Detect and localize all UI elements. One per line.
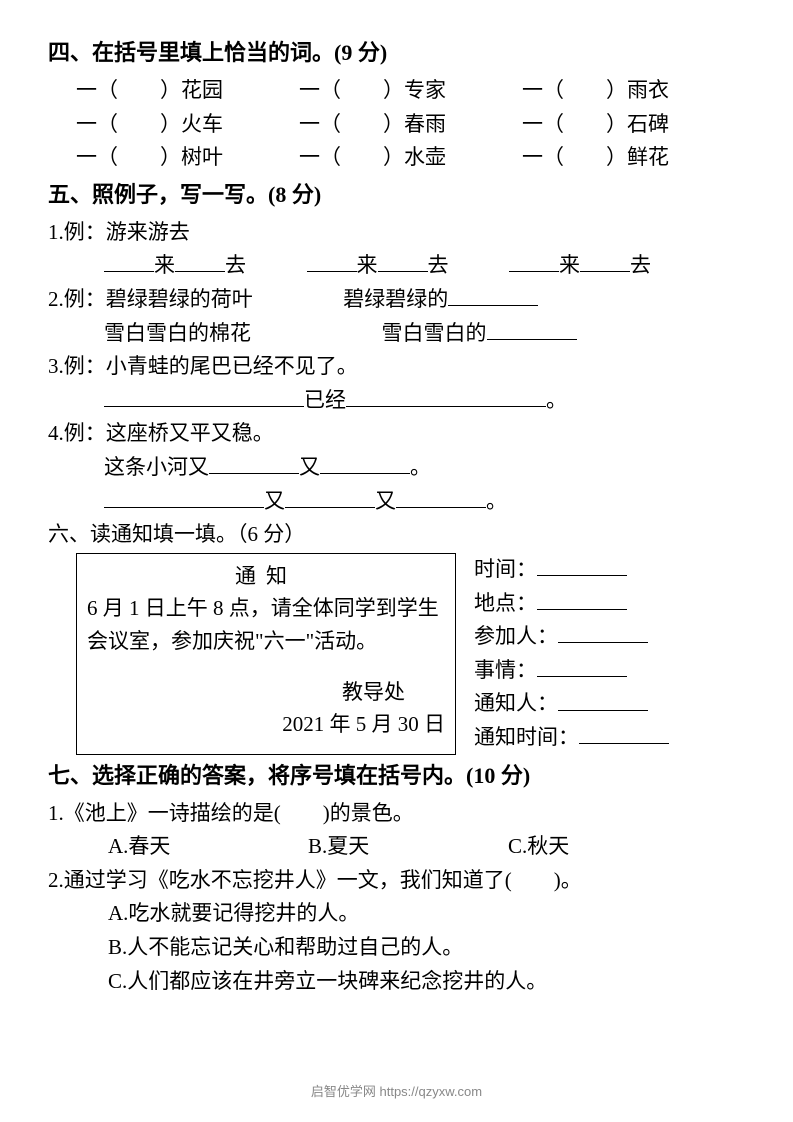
s7-q1-choices: A.春天 B.夏天 C.秋天 (48, 830, 745, 863)
s6-wrap: 通知 6 月 1 日上午 8 点，请全体同学到学生 会议室，参加庆祝"六一"活动… (48, 553, 745, 755)
s5-q1: 1.例：游来游去 (48, 216, 745, 249)
notice-box: 通知 6 月 1 日上午 8 点，请全体同学到学生 会议室，参加庆祝"六一"活动… (76, 553, 456, 755)
txt: 2.例：碧绿碧绿的荷叶 (48, 287, 253, 311)
field: 时间： (474, 557, 537, 581)
s4-w: 石碑 (627, 112, 669, 136)
txt: 2.通过学习《吃水不忘挖井人》一文，我们知道了( (48, 868, 512, 892)
section-5-title: 五、照例子，写一写。(8 分) (48, 178, 745, 212)
s4-w: 火车 (181, 112, 223, 136)
s7-q2-c: C.人们都应该在井旁立一块碑来纪念挖井的人。 (48, 965, 745, 998)
section-7-title: 七、选择正确的答案，将序号填在括号内。(10 分) (48, 759, 745, 793)
s5-q2: 2.例：碧绿碧绿的荷叶 碧绿碧绿的 (48, 283, 745, 316)
choice: A.春天 (108, 830, 308, 863)
s4-row-2: 一（ ）火车 一（ ）春雨 一（ ）石碑 (48, 108, 745, 141)
s5-q4-line2: 又又。 (48, 485, 745, 518)
txt: 已经 (304, 388, 346, 412)
txt: 来 (357, 253, 378, 277)
notice-date: 2021 年 5 月 30 日 (87, 708, 445, 741)
s5-q3: 3.例：小青蛙的尾巴已经不见了。 (48, 350, 745, 383)
s7-q2-b: B.人不能忘记关心和帮助过自己的人。 (48, 931, 745, 964)
field: 事情： (474, 658, 537, 682)
notice-fields: 时间： 地点： 参加人： 事情： 通知人： 通知时间： (474, 553, 745, 755)
s4-w: 树叶 (181, 145, 223, 169)
s4-w: 春雨 (404, 112, 446, 136)
txt: )的景色。 (323, 801, 414, 825)
section-6-title: 六、读通知填一填。（6 分） (48, 518, 745, 551)
s5-q1-blanks: 来去 来去 来去 (48, 249, 745, 282)
txt: 去 (630, 253, 651, 277)
s5-q2-line2: 雪白雪白的棉花 雪白雪白的 (48, 317, 745, 350)
txt: 碧绿碧绿的 (343, 287, 448, 311)
s7-q2: 2.通过学习《吃水不忘挖井人》一文，我们知道了( )。 (48, 864, 745, 897)
footer: 启智优学网 https://qzyxw.com (0, 1082, 793, 1102)
section-4-title: 四、在括号里填上恰当的词。(9 分) (48, 36, 745, 70)
choice: B.夏天 (308, 830, 508, 863)
txt: 雪白雪白的棉花 (104, 321, 251, 345)
field: 通知人： (474, 692, 558, 716)
s4-w: 专家 (404, 78, 446, 102)
s4-w: 雨衣 (627, 78, 669, 102)
notice-body2: 会议室，参加庆祝"六一"活动。 (87, 625, 445, 658)
txt: )。 (554, 868, 582, 892)
s7-q1: 1.《池上》一诗描绘的是( )的景色。 (48, 797, 745, 830)
txt: 来 (559, 253, 580, 277)
s4-w: 花园 (181, 78, 223, 102)
s7-q2-a: A.吃水就要记得挖井的人。 (48, 897, 745, 930)
txt: 又 (375, 489, 396, 513)
txt: 雪白雪白的 (382, 321, 487, 345)
notice-sig: 教导处 (87, 676, 445, 709)
txt: 去 (428, 253, 449, 277)
txt: 去 (225, 253, 246, 277)
txt: 又 (299, 455, 320, 479)
s4-w: 水壶 (404, 145, 446, 169)
field: 通知时间： (474, 725, 579, 749)
s5-q3-blank: 已经。 (48, 384, 745, 417)
s4-row-1: 一（ ）花园 一（ ）专家 一（ ）雨衣 (48, 74, 745, 107)
field: 地点： (474, 591, 537, 615)
s5-q4: 4.例：这座桥又平又稳。 (48, 417, 745, 450)
field: 参加人： (474, 624, 558, 648)
notice-title: 通知 (87, 560, 445, 593)
s4-row-3: 一（ ）树叶 一（ ）水壶 一（ ）鲜花 (48, 141, 745, 174)
txt: 1.《池上》一诗描绘的是( (48, 801, 281, 825)
txt: 又 (264, 489, 285, 513)
choice: C.秋天 (508, 830, 569, 863)
notice-body1: 6 月 1 日上午 8 点，请全体同学到学生 (87, 592, 445, 625)
s4-w: 鲜花 (627, 145, 669, 169)
txt: 来 (154, 253, 175, 277)
txt: 这条小河又 (104, 455, 209, 479)
s5-q4-line1: 这条小河又又。 (48, 451, 745, 484)
